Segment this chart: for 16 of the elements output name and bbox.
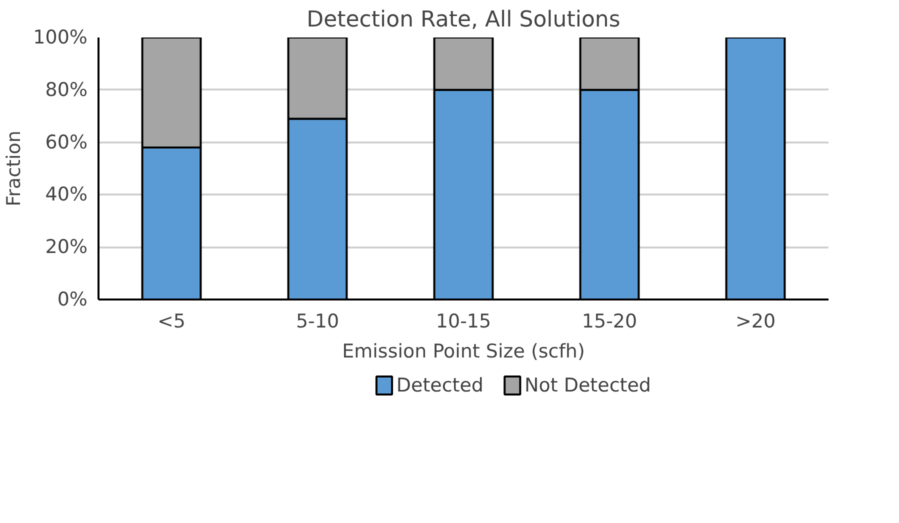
y-tick-label: 60% <box>45 131 88 154</box>
legend-label: Detected <box>396 374 484 396</box>
y-tick-label: 0% <box>57 288 88 310</box>
x-tick-label: 15-20 <box>582 310 638 332</box>
y-axis-title: Fraction <box>3 130 26 206</box>
x-tick-label: >20 <box>735 310 776 332</box>
chart-title: Detection Rate, All Solutions <box>306 8 620 32</box>
y-tick-label: 100% <box>33 26 88 48</box>
y-tick-label: 40% <box>45 184 88 206</box>
x-tick-label: 10-15 <box>436 310 492 332</box>
legend-label: Not Detected <box>524 374 651 396</box>
x-axis-title: Emission Point Size (scfh) <box>342 340 585 362</box>
y-tick-label: 20% <box>45 236 88 258</box>
x-tick-label: <5 <box>157 310 186 332</box>
x-tick-label: 5-10 <box>296 310 340 332</box>
y-tick-label: 80% <box>45 78 88 101</box>
